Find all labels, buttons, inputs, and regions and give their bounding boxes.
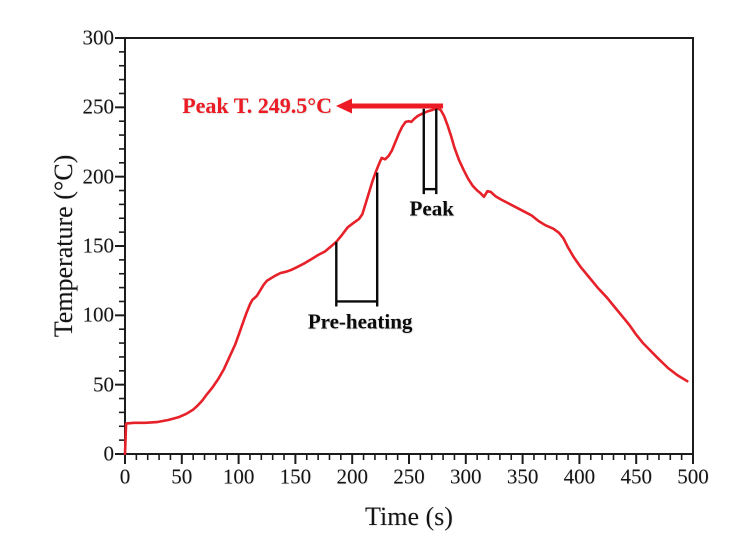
x-tick-label: 50 xyxy=(171,464,193,489)
x-tick-label: 150 xyxy=(279,464,312,489)
y-tick-label: 50 xyxy=(93,372,114,397)
y-tick-label: 150 xyxy=(82,233,115,258)
x-axis-title: Time (s) xyxy=(365,502,453,531)
y-tick-label: 0 xyxy=(103,441,115,466)
y-tick-label: 100 xyxy=(82,302,115,327)
pre-heating-zone-label: Pre-heating xyxy=(307,309,413,334)
peak-zone-label: Peak xyxy=(409,196,454,221)
y-tick-label: 250 xyxy=(82,94,115,119)
x-tick-label: 350 xyxy=(506,464,539,489)
x-tick-label: 400 xyxy=(563,464,596,489)
y-tick-label: 200 xyxy=(82,164,115,189)
x-tick-label: 200 xyxy=(336,464,368,489)
y-axis-title: Temperature (°C) xyxy=(49,154,78,338)
x-tick-label: 250 xyxy=(393,464,425,489)
x-tick-label: 100 xyxy=(222,464,255,489)
peak-arrow-head xyxy=(336,98,352,114)
peak-temperature-annotation: Peak T. 249.5°C xyxy=(182,93,332,118)
y-tick-label: 300 xyxy=(82,25,115,50)
x-tick-label: 300 xyxy=(450,464,482,489)
series-temperature-profile xyxy=(123,106,689,456)
x-tick-label: 450 xyxy=(620,464,652,489)
x-tick-label: 0 xyxy=(119,464,131,489)
x-tick-label: 500 xyxy=(677,464,709,489)
